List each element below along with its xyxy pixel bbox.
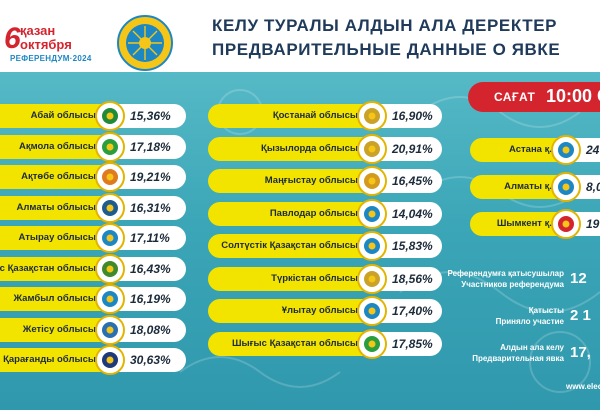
region-emblem-icon <box>551 135 581 165</box>
title-ru: ПРЕДВАРИТЕЛЬНЫЕ ДАННЫЕ О ЯВКЕ <box>212 40 561 59</box>
page-title: КЕЛУ ТУРАЛЫ АЛДЫН АЛА ДЕРЕКТЕР ПРЕДВАРИТ… <box>212 14 600 62</box>
mid-region-row: Маңғыстау облысы 16,45% <box>208 166 442 196</box>
summary-stat-value: 17, <box>570 344 591 361</box>
mid-region-row-name: Түркістан облысы <box>208 266 372 291</box>
region-emblem-icon <box>551 172 581 202</box>
title-kz: КЕЛУ ТУРАЛЫ АЛДЫН АЛА ДЕРЕКТЕР <box>212 16 558 35</box>
left-region-row: Ақмола облысы 17,18% <box>0 131 186 162</box>
summary-stat-label-kz: Алдын ала келу <box>500 343 564 352</box>
region-emblem-icon <box>551 209 581 239</box>
region-emblem-icon <box>95 131 125 162</box>
left-region-row-name: Қарағанды облысы <box>0 348 110 372</box>
city-row: Астана қ. 24 <box>470 135 600 165</box>
city-row: Алматы қ.8,0 <box>470 172 600 202</box>
summary-stat-label-kz: Қатысты <box>528 306 564 315</box>
summary-stat-label-ru: Приняло участие <box>495 317 564 326</box>
summary-stat-label: Қатысты Приняло участие <box>440 305 564 327</box>
left-region-row-name: Жетісу облысы <box>0 317 110 342</box>
left-region-row: Жетісу облысы 18,08% <box>0 314 186 345</box>
website-link[interactable]: www.elect <box>566 382 600 391</box>
date-number: 6 <box>4 22 21 55</box>
date-month-kz: қазан <box>20 23 56 38</box>
mid-region-row: Ұлытау облысы 17,40% <box>208 296 442 326</box>
region-emblem-icon <box>357 328 387 359</box>
left-region-row: Абай облысы 15,36% <box>0 101 186 131</box>
mid-region-row-name: Солтүстік Қазақстан облысы <box>208 234 372 258</box>
region-emblem-icon <box>95 223 125 253</box>
mid-region-row-name: Қызылорда облысы <box>208 136 372 161</box>
summary-stat: Қатысты Приняло участие 2 1 <box>440 305 600 333</box>
region-emblem-icon <box>95 345 125 375</box>
referendum-label: РЕФЕРЕНДУМ·2024 <box>10 54 92 63</box>
region-emblem-icon <box>95 314 125 345</box>
left-region-row-name: Алматы облысы <box>0 195 110 220</box>
mid-region-row-name: Қостанай облысы <box>208 104 372 128</box>
mid-region-row: Шығыс Қазақстан облысы 17,85% <box>208 328 442 359</box>
summary-stat: Алдын ала келу Предварительная явка 17, <box>440 342 600 370</box>
time-label: САҒАТ <box>494 90 536 104</box>
region-emblem-icon <box>357 133 387 164</box>
left-region-row-name: Ақмола облысы <box>0 134 110 159</box>
city-row: Шымкент қ. 19 <box>470 209 600 239</box>
mid-region-row: Павлодар облысы 14,04% <box>208 198 442 229</box>
summary-stat-label: Референдумға қатысушылар Участников рефер… <box>440 268 564 290</box>
region-emblem-icon <box>357 166 387 196</box>
mid-region-row-name: Ұлытау облысы <box>208 299 372 323</box>
left-region-row: Қарағанды облысы 30,63% <box>0 345 186 375</box>
mid-region-row: Қостанай облысы 16,90% <box>208 101 442 131</box>
region-emblem-icon <box>357 101 387 131</box>
time-badge: САҒАТ 10:00 С <box>468 82 600 112</box>
region-emblem-icon <box>95 284 125 314</box>
left-region-row: Алматы облысы 16,31% <box>0 192 186 223</box>
region-emblem-icon <box>357 296 387 326</box>
region-emblem-icon <box>95 253 125 284</box>
mid-region-row-name: Маңғыстау облысы <box>208 169 372 193</box>
summary-stat-label-ru: Предварительная явка <box>472 354 564 363</box>
region-emblem-icon <box>357 263 387 294</box>
summary-stat-value: 12 <box>570 270 587 287</box>
region-emblem-icon <box>357 231 387 261</box>
summary-stat-label-kz: Референдумға қатысушылар <box>447 269 564 278</box>
left-region-row: Атырау облысы 17,11% <box>0 223 186 253</box>
summary-stat-label-ru: Участников референдума <box>461 280 564 289</box>
header: 6 қазан октября РЕФЕРЕНДУМ·2024 КЕЛУ ТУР… <box>0 0 600 72</box>
region-emblem-icon <box>95 192 125 223</box>
left-region-row: ыс Қазақстан облысы 16,43% <box>0 253 186 284</box>
time-value: 10:00 С <box>546 86 600 106</box>
left-region-row-name: ыс Қазақстан облысы <box>0 256 110 281</box>
summary-stat-value: 2 1 <box>570 307 591 324</box>
region-emblem-icon <box>357 198 387 229</box>
summary-stat-label: Алдын ала келу Предварительная явка <box>440 342 564 364</box>
date-month-ru: октября <box>20 37 72 52</box>
mid-region-row-name: Шығыс Қазақстан облысы <box>208 331 372 356</box>
city-row-name: Астана қ. <box>470 138 566 162</box>
mid-region-row-name: Павлодар облысы <box>208 201 372 226</box>
city-row-name: Алматы қ. <box>470 175 566 199</box>
mid-region-row: Солтүстік Қазақстан облысы 15,83% <box>208 231 442 261</box>
mid-region-row: Түркістан облысы 18,56% <box>208 263 442 294</box>
left-region-row-name: Жамбыл облысы <box>0 287 110 311</box>
left-region-row: Ақтөбе облысы 19,21% <box>0 162 186 192</box>
city-row-name: Шымкент қ. <box>470 212 566 236</box>
left-region-row-name: Абай облысы <box>0 104 110 128</box>
left-region-row-name: Атырау облысы <box>0 226 110 250</box>
referendum-date-logo: 6 қазан октября РЕФЕРЕНДУМ·2024 <box>4 18 100 66</box>
mid-region-row: Қызылорда облысы 20,91% <box>208 133 442 164</box>
left-region-row: Жамбыл облысы 16,19% <box>0 284 186 314</box>
region-emblem-icon <box>95 162 125 192</box>
region-emblem-icon <box>95 101 125 131</box>
state-emblem-icon <box>116 14 174 72</box>
left-region-row-name: Ақтөбе облысы <box>0 165 110 189</box>
summary-stat: Референдумға қатысушылар Участников рефер… <box>440 268 600 296</box>
